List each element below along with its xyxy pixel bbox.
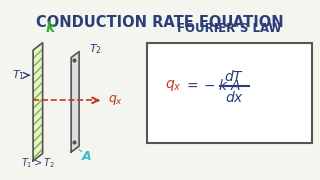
- Text: FOURIER’S LAW: FOURIER’S LAW: [178, 22, 282, 35]
- Text: $dx$: $dx$: [225, 90, 244, 105]
- Text: $q_x$: $q_x$: [165, 78, 181, 93]
- Text: $= -k\ A$: $= -k\ A$: [184, 78, 241, 93]
- Text: $T_1$: $T_1$: [12, 68, 25, 82]
- Text: $dT$: $dT$: [224, 69, 244, 84]
- Text: k: k: [46, 21, 55, 35]
- Polygon shape: [33, 43, 43, 161]
- Text: A: A: [82, 150, 92, 163]
- Polygon shape: [71, 52, 79, 152]
- FancyBboxPatch shape: [147, 43, 312, 143]
- Text: $T_2$: $T_2$: [89, 42, 101, 56]
- Text: $T_1 > T_2$: $T_1 > T_2$: [21, 156, 55, 170]
- Text: CONDUCTION RATE EQUATION: CONDUCTION RATE EQUATION: [36, 15, 284, 30]
- Polygon shape: [33, 43, 43, 161]
- Text: $q_x$: $q_x$: [108, 93, 123, 107]
